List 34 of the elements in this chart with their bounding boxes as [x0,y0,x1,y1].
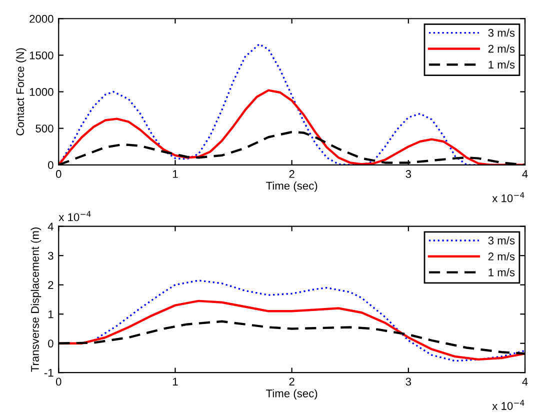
y-tick-label: 500 [36,124,54,132]
text: x 10$^{−4}$ [492,400,524,410]
y-axis-title: Transverse Displacement (m) [30,228,42,372]
x-tick-label: 1 [172,378,178,386]
legend-label: 3 m/s [488,236,515,244]
x-tick-label: 1 [172,170,178,178]
x-tick-label: 2 [289,378,294,386]
text: x 10$^{−4}$ [58,211,91,222]
legend-label: 1 m/s [488,60,515,69]
x-tick-label: 2 [289,170,294,178]
y-axis-title: Contact Force (N) [16,48,26,136]
text: x 10$^{−4}$ [492,192,524,202]
legend-label: 1 m/s [488,268,515,276]
y-tick-label: 1000 [30,88,54,96]
x-tick-label: 3 [406,378,412,386]
y-tick-label: 3 [48,252,54,260]
y-tick-label: 4 [48,222,54,230]
legend-label: 2 m/s [488,252,515,260]
x-tick-label: 0 [56,378,62,386]
legend-label: 2 m/s [488,44,515,53]
y-tick-label: 2 [48,281,54,289]
x-axis-title: Time (sec) [266,389,318,400]
y-tick-label: 1500 [30,51,54,60]
x-tick-label: 3 [406,170,412,178]
y-tick-label: 1 [48,310,54,318]
y-tick-label: -1 [44,368,54,377]
x-tick-label: 4 [522,378,528,386]
y-tick-label: 2000 [30,14,54,23]
y-tick-label: 0 [48,340,54,348]
legend-label: 3 m/s [488,28,515,37]
x-tick-label: 0 [56,170,62,178]
y-tick-label: 0 [48,161,54,170]
x-axis-title: Time (sec) [266,182,318,192]
x-tick-label: 4 [522,170,528,178]
